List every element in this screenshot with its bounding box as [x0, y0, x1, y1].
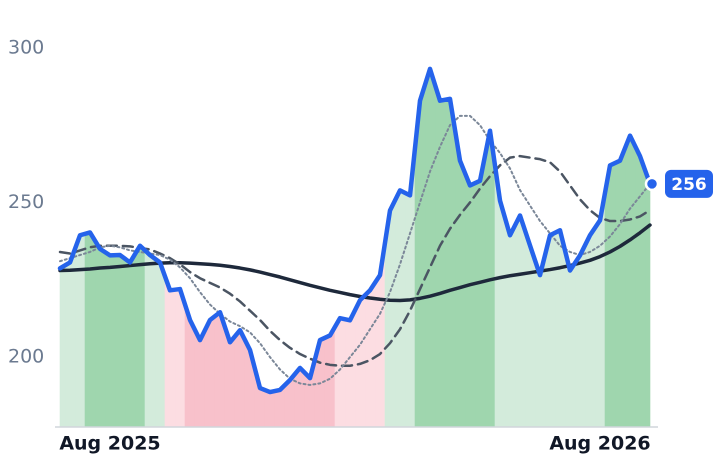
area-slice [174, 288, 186, 428]
area-slice [364, 281, 376, 428]
line-layer [57, 66, 653, 395]
area-slice [424, 67, 436, 428]
x-tick-label: Aug 2026 [549, 433, 650, 455]
area-slice [554, 229, 566, 428]
area-slice [624, 134, 636, 428]
area-slice [134, 245, 146, 428]
y-tick-label: 300 [8, 36, 44, 58]
area-layer [59, 67, 651, 428]
area-slice [84, 232, 96, 428]
area-slice [264, 389, 276, 428]
area-slice [164, 276, 176, 428]
area-slice [354, 294, 366, 428]
area-slice [534, 255, 546, 428]
area-slice [394, 190, 406, 428]
area-slice [234, 329, 246, 428]
area-slice [514, 214, 526, 428]
price-line [57, 66, 653, 395]
area-slice [344, 310, 356, 428]
label-layer: 200 250 300 Aug 2025 Aug 2026 256 [8, 36, 713, 455]
value-badge [665, 169, 713, 198]
area-slice [444, 98, 456, 428]
area-slice [644, 169, 651, 428]
area-slice [324, 325, 336, 428]
area-slice [114, 254, 126, 428]
area-slice [604, 162, 616, 428]
area-slice [574, 245, 586, 428]
area-slice [504, 217, 516, 428]
area-slice [204, 315, 216, 428]
last-value-label: 256 [671, 175, 707, 195]
area-slice [74, 233, 86, 428]
x-tick-label: Aug 2025 [59, 433, 160, 455]
area-slice [614, 148, 626, 428]
area-slice [564, 250, 576, 428]
area-slice [64, 248, 76, 428]
area-slice [144, 249, 156, 428]
area-slice [104, 251, 116, 428]
area-slice [194, 329, 206, 428]
area-slice [544, 232, 556, 428]
area-slice [154, 258, 166, 428]
last-point [644, 176, 660, 192]
area-slice [294, 367, 306, 428]
area-slice [59, 264, 66, 428]
area-slice [474, 155, 486, 428]
area-slice [464, 172, 476, 428]
area-slice [124, 253, 136, 428]
y-tick-label: 250 [8, 191, 44, 213]
area-slice [634, 145, 646, 428]
y-tick-label: 200 [8, 346, 44, 368]
moving-average-line [58, 154, 652, 368]
